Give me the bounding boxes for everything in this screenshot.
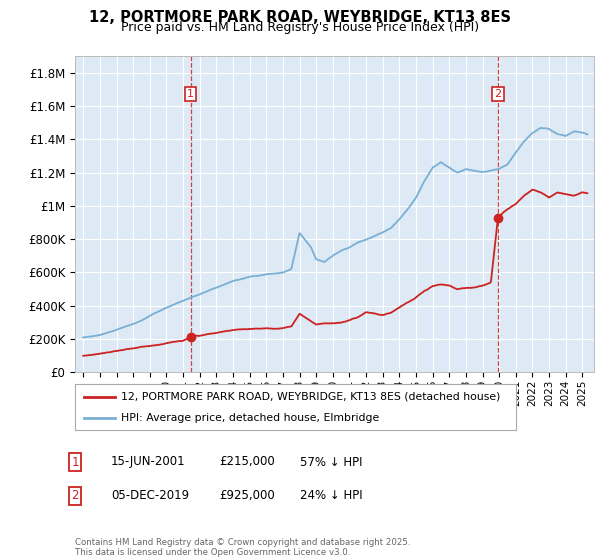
Text: 1: 1 <box>187 89 194 99</box>
Text: 2: 2 <box>494 89 502 99</box>
Text: 12, PORTMORE PARK ROAD, WEYBRIDGE, KT13 8ES: 12, PORTMORE PARK ROAD, WEYBRIDGE, KT13 … <box>89 10 511 25</box>
Text: 2: 2 <box>71 489 79 502</box>
Text: Contains HM Land Registry data © Crown copyright and database right 2025.
This d: Contains HM Land Registry data © Crown c… <box>75 538 410 557</box>
Text: HPI: Average price, detached house, Elmbridge: HPI: Average price, detached house, Elmb… <box>121 413 380 423</box>
Text: 05-DEC-2019: 05-DEC-2019 <box>111 489 189 502</box>
Text: 24% ↓ HPI: 24% ↓ HPI <box>300 489 362 502</box>
Text: £925,000: £925,000 <box>219 489 275 502</box>
Text: 15-JUN-2001: 15-JUN-2001 <box>111 455 185 469</box>
Text: £215,000: £215,000 <box>219 455 275 469</box>
Text: Price paid vs. HM Land Registry's House Price Index (HPI): Price paid vs. HM Land Registry's House … <box>121 21 479 34</box>
Text: 1: 1 <box>71 455 79 469</box>
Text: 57% ↓ HPI: 57% ↓ HPI <box>300 455 362 469</box>
Text: 12, PORTMORE PARK ROAD, WEYBRIDGE, KT13 8ES (detached house): 12, PORTMORE PARK ROAD, WEYBRIDGE, KT13 … <box>121 391 500 402</box>
